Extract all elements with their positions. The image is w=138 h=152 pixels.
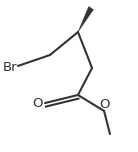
Text: O: O (99, 98, 110, 111)
Polygon shape (78, 7, 93, 32)
Text: Br: Br (3, 61, 17, 74)
Text: O: O (32, 97, 43, 110)
